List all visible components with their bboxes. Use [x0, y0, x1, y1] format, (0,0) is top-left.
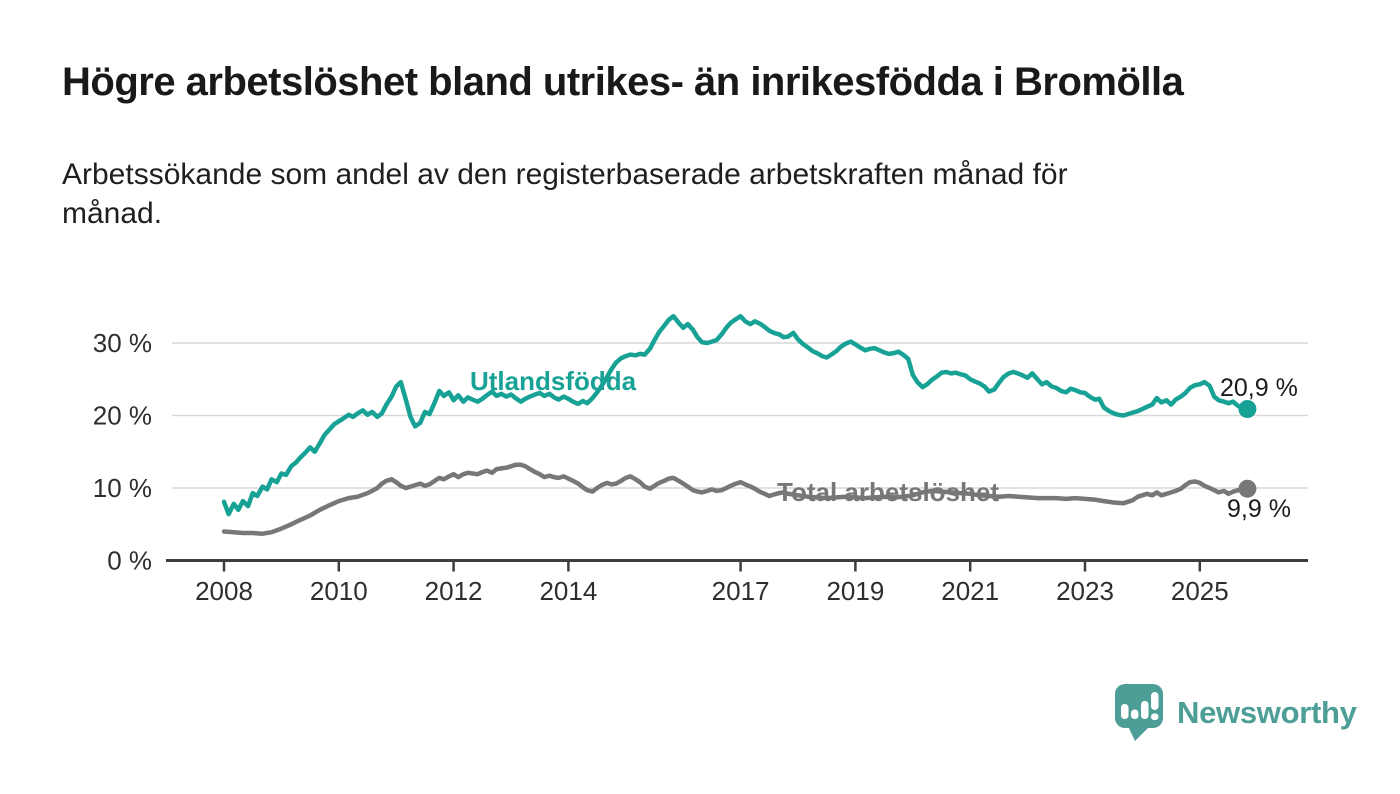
gridlines	[172, 342, 1308, 489]
series-line-1	[221, 462, 1250, 536]
x-axis	[166, 559, 1308, 572]
series-label-utlandsfodda: Utlandsfödda	[470, 366, 637, 396]
chart-subtitle: Arbetssökande som andel av den registerb…	[62, 155, 1302, 233]
x-axis-tick-label: 2019	[826, 576, 884, 606]
logo-bubble-tail	[1128, 726, 1150, 741]
x-axis-tick-label: 2023	[1056, 576, 1114, 606]
x-axis-tick-label: 2012	[425, 576, 483, 606]
logo-exclamation-bar	[1151, 692, 1159, 710]
series-end-dot-1	[1238, 479, 1257, 498]
logo-bar-3	[1141, 701, 1149, 719]
logo-exclamation-dot	[1151, 713, 1159, 720]
newsworthy-logo-icon	[1115, 684, 1163, 741]
x-axis-tick-label: 2017	[712, 576, 770, 606]
end-value-label-total: 9,9 %	[1227, 495, 1291, 523]
axis-tick-labels: 0 % 10 % 20 % 30 % 2008 2010 2012 2014 2017 2019 2…	[93, 328, 1229, 606]
chart-title: Högre arbetslöshet bland utrikes- än inr…	[62, 60, 1184, 104]
y-axis-tick-label: 10 %	[93, 473, 152, 503]
chart-subtitle-line1: Arbetssökande som andel av den registerb…	[62, 158, 1068, 191]
end-value-label-utlandsfodda: 20,9 %	[1220, 374, 1298, 402]
logo-bar-2	[1131, 709, 1139, 719]
x-axis-tick-label: 2014	[539, 576, 597, 606]
series-line-0	[221, 313, 1250, 517]
series-end-dot-0	[1238, 400, 1257, 418]
series-label-total-arbetsloshet: Total arbetslöshet	[777, 477, 999, 507]
y-axis-tick-label: 0 %	[107, 546, 152, 576]
line-chart: 0 % 10 % 20 % 30 % 2008 2010 2012 2014 2017 2019 2…	[93, 313, 1308, 606]
x-axis-tick-label: 2021	[941, 576, 999, 606]
series-lines	[221, 313, 1257, 536]
newsworthy-logo: Newsworthy	[1114, 684, 1357, 742]
chart-subtitle-line2: månad.	[62, 197, 163, 230]
y-axis-tick-label: 30 %	[93, 328, 152, 358]
newsworthy-logo-text: Newsworthy	[1177, 695, 1357, 730]
x-axis-tick-label: 2008	[195, 576, 253, 606]
x-axis-tick-label: 2010	[310, 576, 368, 606]
y-axis-tick-label: 20 %	[93, 401, 152, 431]
x-axis-tick-label: 2025	[1171, 576, 1229, 606]
logo-bar-1	[1121, 704, 1129, 719]
